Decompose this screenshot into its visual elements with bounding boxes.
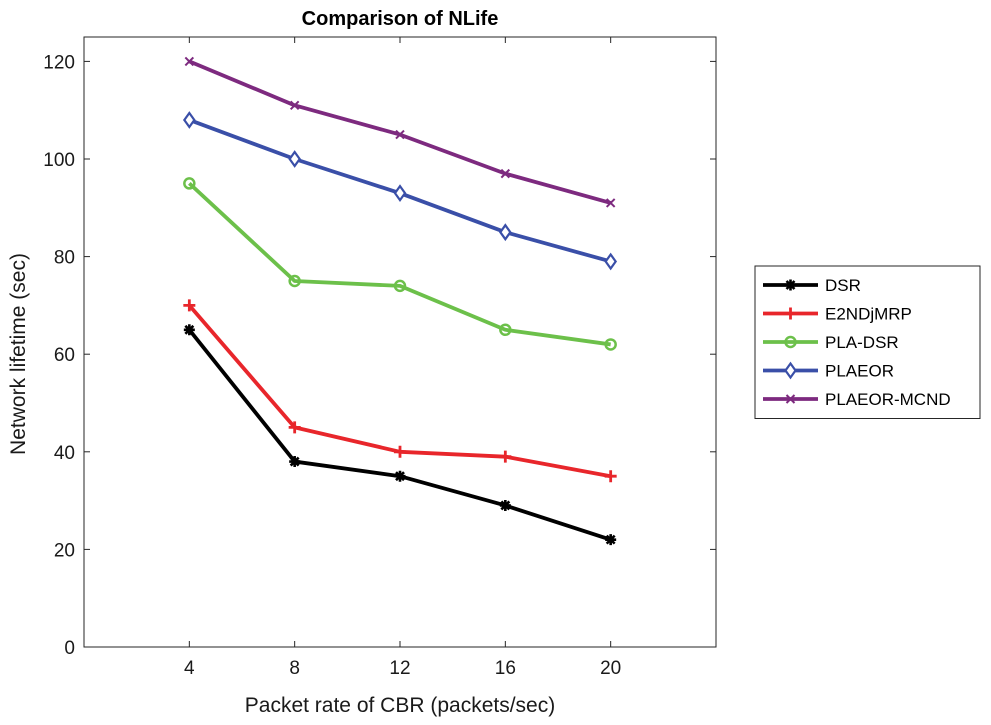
series-plaeor bbox=[182, 111, 618, 271]
data-point-e2ndjmrp bbox=[183, 299, 196, 312]
legend-marker bbox=[785, 394, 796, 404]
data-point-plaeor bbox=[604, 252, 618, 271]
legend-item-dsr: DSR bbox=[763, 276, 861, 295]
data-point-plaeor-mcnd bbox=[605, 198, 616, 208]
x-tick-label: 12 bbox=[389, 658, 410, 679]
data-point-dsr bbox=[289, 456, 301, 468]
series-e2ndjmrp bbox=[183, 299, 617, 483]
series-plaeor-mcnd bbox=[184, 56, 616, 208]
legend-label: PLA-DSR bbox=[825, 333, 899, 352]
legend: DSR E2NDjMRP PLA-DSR PLAEOR PLAEOR-MCND bbox=[754, 265, 981, 419]
legend-marker bbox=[784, 361, 797, 380]
data-point-e2ndjmrp bbox=[394, 445, 406, 458]
data-point-pla-dsr bbox=[604, 338, 617, 351]
plot-area bbox=[83, 36, 717, 648]
series-line-pla-dsr bbox=[188, 182, 611, 347]
legend-marker bbox=[784, 307, 797, 320]
data-point-plaeor-mcnd bbox=[395, 129, 405, 140]
legend-label: PLAEOR-MCND bbox=[825, 390, 951, 409]
x-tick-label: 4 bbox=[184, 658, 195, 679]
data-point-plaeor bbox=[393, 184, 407, 203]
data-point-plaeor-mcnd bbox=[500, 168, 511, 179]
legend-label: PLAEOR bbox=[825, 362, 894, 381]
y-tick-label: 120 bbox=[43, 52, 75, 73]
series-layer bbox=[182, 56, 618, 546]
data-point-pla-dsr bbox=[499, 323, 512, 337]
data-point-dsr bbox=[605, 534, 617, 546]
y-axis-label: Network lifetime (sec) bbox=[7, 253, 30, 455]
y-tick-label: 40 bbox=[54, 443, 75, 464]
x-tick-label: 20 bbox=[600, 658, 621, 679]
data-point-plaeor bbox=[182, 111, 196, 129]
legend-label: E2NDjMRP bbox=[825, 305, 912, 324]
data-point-dsr bbox=[499, 499, 511, 511]
data-point-plaeor-mcnd bbox=[184, 56, 195, 67]
x-axis-label: Packet rate of CBR (packets/sec) bbox=[245, 694, 555, 717]
series-dsr bbox=[183, 324, 617, 546]
legend-marker bbox=[785, 279, 796, 291]
x-axis: 4 8 12 16 20 bbox=[184, 37, 621, 679]
y-axis: 0 20 40 60 80 100 120 bbox=[43, 52, 716, 659]
data-point-dsr bbox=[394, 470, 406, 482]
plot-frame bbox=[83, 36, 717, 648]
y-tick-label: 80 bbox=[54, 248, 75, 269]
legend-item-plaeor: PLAEOR bbox=[763, 362, 894, 381]
series-pla-dsr bbox=[183, 177, 617, 351]
data-point-e2ndjmrp bbox=[499, 450, 512, 463]
y-tick-label: 100 bbox=[43, 150, 75, 171]
y-tick-label: 0 bbox=[64, 638, 75, 659]
data-point-pla-dsr bbox=[288, 274, 301, 288]
data-point-pla-dsr bbox=[183, 177, 196, 190]
data-point-dsr bbox=[183, 324, 195, 336]
data-point-pla-dsr bbox=[393, 279, 407, 293]
x-tick-label: 16 bbox=[495, 658, 516, 679]
legend-item-plaeor-mcnd: PLAEOR-MCND bbox=[763, 390, 951, 409]
legend-marker bbox=[784, 335, 797, 349]
x-tick-label: 8 bbox=[289, 658, 300, 679]
data-point-plaeor bbox=[288, 150, 302, 168]
chart-title: Comparison of NLife bbox=[302, 8, 499, 30]
data-point-e2ndjmrp bbox=[604, 470, 617, 483]
legend-label: DSR bbox=[825, 276, 861, 295]
data-point-e2ndjmrp bbox=[288, 421, 301, 434]
y-tick-label: 20 bbox=[54, 540, 75, 561]
data-point-plaeor bbox=[498, 223, 512, 242]
legend-item-pla-dsr: PLA-DSR bbox=[763, 333, 899, 352]
y-tick-label: 60 bbox=[54, 345, 75, 366]
legend-item-e2ndjmrp: E2NDjMRP bbox=[763, 305, 912, 324]
data-point-plaeor-mcnd bbox=[289, 100, 300, 111]
